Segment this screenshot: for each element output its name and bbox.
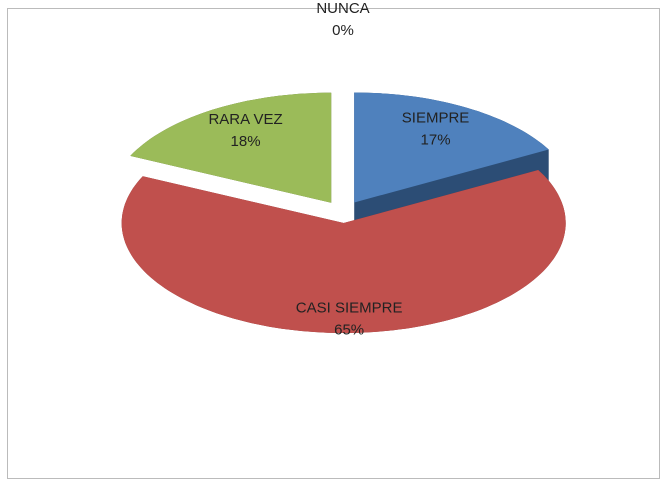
slice [130,92,332,203]
data-label-name: RARA VEZ [208,111,282,128]
slice [121,170,566,333]
data-label-value: 0% [332,22,354,39]
data-label-name: CASI SIEMPRE [296,300,403,317]
data-label-name: NUNCA [316,0,369,17]
data-label-value: 17% [421,131,451,148]
data-label-value: 65% [334,322,364,339]
data-label-name: SIEMPRE [402,109,470,126]
slice [354,92,549,203]
data-label-value: 18% [231,133,261,150]
